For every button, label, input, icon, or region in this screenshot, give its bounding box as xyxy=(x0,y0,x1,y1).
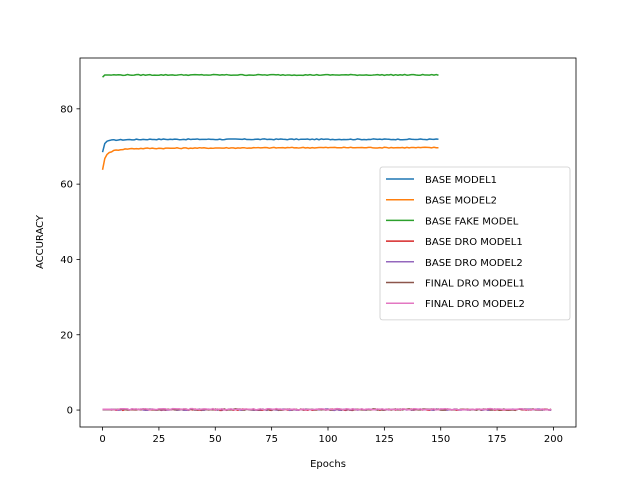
y-tick-label: 40 xyxy=(60,255,73,266)
x-tick-label: 175 xyxy=(488,434,507,445)
legend-label: BASE DRO MODEL1 xyxy=(425,237,523,248)
x-tick-label: 75 xyxy=(265,434,278,445)
y-tick-label: 60 xyxy=(60,180,73,191)
y-axis-title: ACCURACY xyxy=(35,214,46,269)
x-tick-label: 25 xyxy=(153,434,166,445)
x-tick-label: 0 xyxy=(99,434,105,445)
legend-label: FINAL DRO MODEL1 xyxy=(425,279,525,290)
legend: BASE MODEL1 BASE MODEL2 BASE FAKE MODEL BAS… xyxy=(379,166,571,321)
x-tick-label: 50 xyxy=(209,434,222,445)
legend-box xyxy=(379,166,571,321)
series-line-base-model2 xyxy=(101,146,439,170)
legend-label: BASE MODEL2 xyxy=(425,196,497,207)
y-tick-label: 80 xyxy=(60,104,73,115)
y-tick-label: 0 xyxy=(67,406,73,417)
plot-lines xyxy=(101,73,552,412)
x-tick-label: 200 xyxy=(544,434,563,445)
x-tick-label: 100 xyxy=(318,434,337,445)
legend-label: FINAL DRO MODEL2 xyxy=(425,299,525,310)
x-axis: 0 25 50 75 100 125 150 175 200 xyxy=(99,427,563,445)
series-line-base-model1 xyxy=(101,138,439,153)
legend-label: BASE MODEL1 xyxy=(425,175,497,186)
series-line-base-fake-model xyxy=(102,73,439,78)
legend-label: BASE DRO MODEL2 xyxy=(425,258,523,269)
legend-label: BASE FAKE MODEL xyxy=(425,216,519,227)
x-tick-label: 150 xyxy=(431,434,450,445)
y-axis: 0 20 40 60 80 xyxy=(60,104,80,417)
x-axis-title: Epochs xyxy=(310,459,346,470)
series-line-final-dro-model2 xyxy=(102,407,552,411)
y-tick-label: 20 xyxy=(60,330,73,341)
x-tick-label: 125 xyxy=(375,434,394,445)
